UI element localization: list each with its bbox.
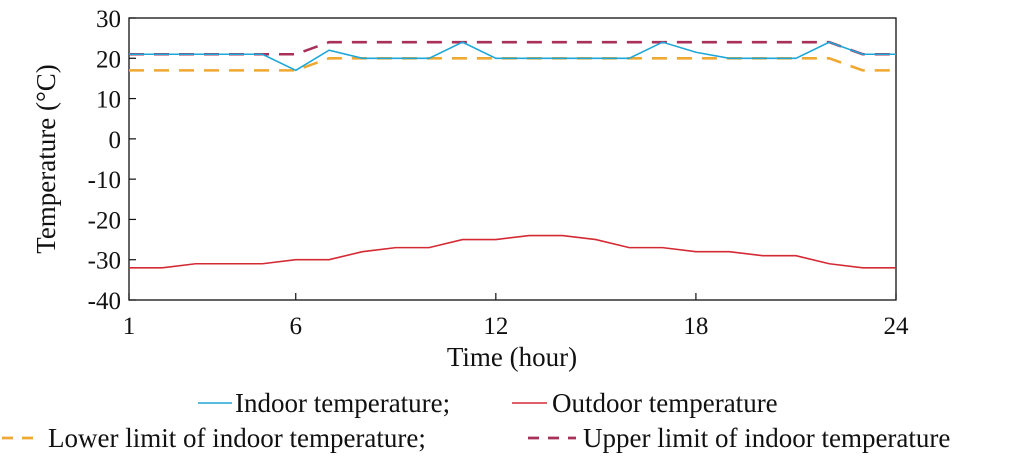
y-tick-label: 0 <box>109 127 122 154</box>
y-tick-label: 30 <box>96 6 121 33</box>
x-axis-title: Time (hour) <box>447 342 577 372</box>
x-tick-label: 18 <box>683 313 708 340</box>
series-layer <box>129 40 896 269</box>
y-tick-label: 10 <box>96 87 121 114</box>
legend-label-outdoor: Outdoor temperature <box>552 388 778 418</box>
series-line-2 <box>129 56 896 72</box>
legend-label-upper-limit: Upper limit of indoor temperature <box>583 423 950 453</box>
legend-label-lower-limit: Lower limit of indoor temperature; <box>48 423 426 453</box>
x-tick-label: 12 <box>483 313 508 340</box>
legend-entry-lower-limit: Lower limit of indoor temperature; <box>2 423 426 453</box>
x-axis-ticks: 1 6 12 18 24 <box>123 293 909 340</box>
plot-frame <box>128 17 897 301</box>
legend-entry-upper-limit: Upper limit of indoor temperature <box>528 423 950 453</box>
series-line-1 <box>129 234 896 269</box>
x-tick-label: 6 <box>289 313 302 340</box>
y-axis-title: Temperature (°C) <box>31 64 61 254</box>
series-line-0 <box>129 41 896 72</box>
series-line-3 <box>129 40 896 56</box>
x-tick-label: 1 <box>123 313 136 340</box>
y-tick-label: -10 <box>88 167 121 194</box>
legend-entry-indoor: Indoor temperature; <box>198 388 450 418</box>
legend-entry-outdoor: Outdoor temperature <box>512 388 778 418</box>
legend: Indoor temperature; Outdoor temperature … <box>2 388 950 453</box>
y-tick-label: -30 <box>88 248 121 275</box>
x-tick-label: 24 <box>884 313 910 340</box>
y-tick-label: 20 <box>96 46 121 73</box>
y-axis-ticks: 30 20 10 0 -10 -20 -30 -40 <box>88 6 136 315</box>
legend-label-indoor: Indoor temperature; <box>235 388 450 418</box>
plot-area <box>128 17 897 301</box>
y-tick-label: -40 <box>88 288 121 315</box>
y-tick-label: -20 <box>88 207 121 234</box>
